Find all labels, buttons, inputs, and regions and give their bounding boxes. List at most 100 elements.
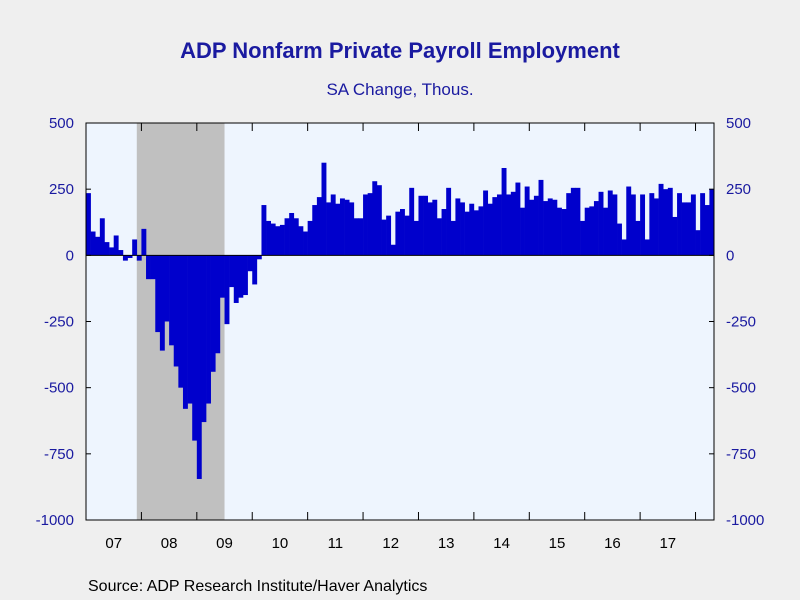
data-bar bbox=[284, 218, 290, 256]
data-bar bbox=[155, 255, 161, 333]
data-bar bbox=[658, 183, 664, 256]
data-bar bbox=[653, 198, 659, 256]
chart-subtitle: SA Change, Thous. bbox=[326, 80, 474, 99]
data-bar bbox=[90, 231, 96, 256]
data-bar bbox=[473, 210, 479, 256]
data-bar bbox=[690, 194, 696, 256]
y-tick-label-right: 500 bbox=[726, 115, 751, 132]
data-bar bbox=[279, 224, 285, 256]
x-tick-label: 16 bbox=[604, 535, 621, 552]
data-bar bbox=[515, 182, 521, 256]
payroll-bar-chart: 500 500 250 250 0 0 -250 -250 -500 -500 -750 -750 -1… bbox=[36, 115, 765, 552]
data-bar bbox=[649, 193, 655, 256]
data-bar bbox=[413, 220, 419, 256]
data-bar bbox=[464, 211, 470, 256]
data-bar bbox=[127, 255, 133, 258]
data-bar bbox=[432, 199, 438, 256]
data-bar bbox=[423, 195, 429, 256]
y-tick-label-left: -500 bbox=[44, 380, 74, 397]
data-bar bbox=[326, 202, 332, 256]
data-bar bbox=[215, 255, 221, 354]
data-bar bbox=[233, 255, 239, 303]
chart-title: ADP Nonfarm Private Payroll Employment bbox=[180, 38, 620, 63]
data-bar bbox=[187, 255, 193, 404]
data-bar bbox=[381, 219, 387, 256]
data-bar bbox=[700, 193, 706, 256]
data-bar bbox=[150, 255, 156, 280]
x-tick-label: 09 bbox=[216, 535, 233, 552]
data-bar bbox=[266, 220, 272, 256]
data-bar bbox=[192, 255, 198, 441]
data-bar bbox=[404, 215, 410, 256]
data-bar bbox=[566, 193, 572, 256]
data-bar bbox=[400, 209, 405, 256]
data-bar bbox=[570, 187, 576, 256]
data-bar bbox=[349, 202, 355, 256]
data-bar bbox=[321, 162, 327, 256]
data-bar bbox=[136, 255, 142, 261]
data-bar bbox=[635, 220, 641, 256]
data-bar bbox=[122, 255, 128, 261]
data-bar bbox=[252, 255, 258, 285]
data-bar bbox=[580, 220, 586, 256]
data-bar bbox=[644, 239, 650, 256]
data-bar bbox=[118, 250, 124, 256]
data-bar bbox=[247, 255, 253, 272]
data-bar bbox=[390, 244, 396, 256]
data-bar bbox=[681, 202, 687, 256]
y-tick-label-right: -750 bbox=[726, 446, 756, 463]
data-bar bbox=[667, 187, 673, 256]
data-bar bbox=[695, 230, 701, 256]
chart-source: Source: ADP Research Institute/Haver Ana… bbox=[88, 578, 428, 595]
data-bar bbox=[478, 206, 484, 256]
y-tick-label-right: -1000 bbox=[726, 512, 764, 529]
data-bar bbox=[538, 179, 544, 256]
data-bar bbox=[132, 239, 138, 256]
data-bar bbox=[256, 255, 262, 260]
y-tick-label-right: -250 bbox=[726, 314, 756, 331]
data-bar bbox=[561, 209, 567, 256]
data-bar bbox=[376, 185, 382, 256]
data-bar bbox=[704, 205, 710, 256]
data-bar bbox=[626, 186, 632, 256]
data-bar bbox=[210, 255, 216, 372]
data-bar bbox=[275, 226, 281, 256]
x-tick-label: 10 bbox=[272, 535, 289, 552]
data-bar bbox=[344, 199, 350, 256]
data-bar bbox=[307, 220, 313, 256]
y-tick-label-left: -750 bbox=[44, 446, 74, 463]
data-bar bbox=[169, 255, 175, 346]
data-bar bbox=[182, 255, 188, 409]
x-tick-label: 08 bbox=[161, 535, 178, 552]
data-bar bbox=[598, 191, 604, 256]
data-bar bbox=[584, 207, 590, 256]
data-bar bbox=[95, 236, 101, 256]
data-bar bbox=[367, 193, 373, 256]
data-bar bbox=[164, 255, 170, 322]
data-bar bbox=[353, 218, 359, 256]
data-bar bbox=[492, 197, 498, 256]
data-bar bbox=[483, 190, 489, 256]
data-bar bbox=[520, 207, 525, 256]
data-bar bbox=[219, 255, 225, 298]
data-bar bbox=[99, 218, 105, 256]
data-bar bbox=[603, 207, 609, 256]
data-bar bbox=[630, 194, 636, 256]
data-bar bbox=[289, 212, 295, 256]
data-bar bbox=[510, 191, 516, 256]
data-bar bbox=[238, 255, 244, 298]
data-bar bbox=[575, 187, 581, 256]
data-bar bbox=[372, 181, 378, 256]
data-bar bbox=[104, 242, 110, 256]
data-bar bbox=[593, 201, 599, 256]
y-tick-label-left: 0 bbox=[66, 247, 74, 264]
data-bar bbox=[487, 203, 493, 256]
data-bar bbox=[612, 194, 618, 256]
data-bar bbox=[316, 197, 322, 256]
data-bar bbox=[173, 255, 179, 367]
data-bar bbox=[159, 255, 165, 351]
data-bar bbox=[686, 202, 692, 256]
y-tick-label-left: 500 bbox=[49, 115, 74, 132]
data-bar bbox=[640, 194, 646, 256]
data-bar bbox=[436, 218, 442, 256]
